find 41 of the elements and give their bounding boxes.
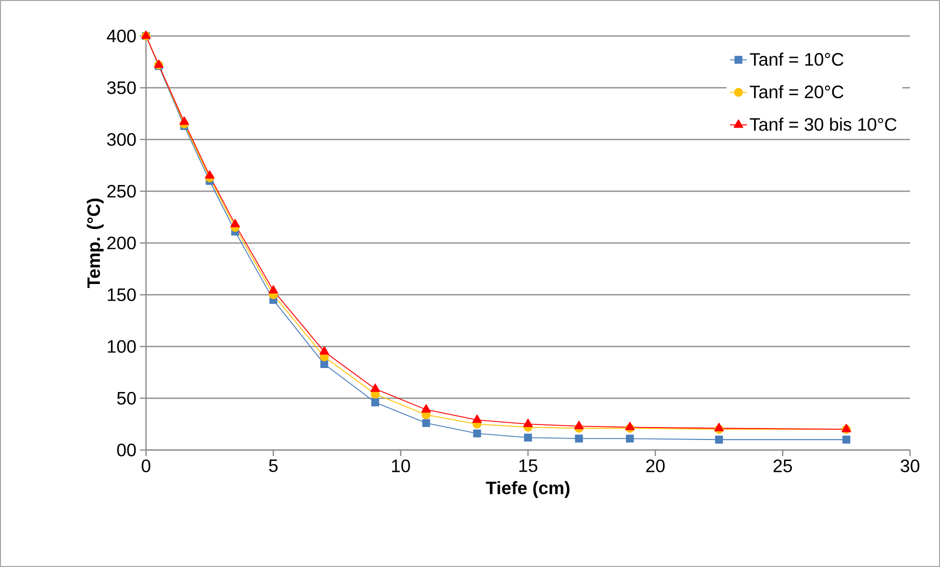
point <box>523 418 533 428</box>
legend-label: Tanf = 10°C <box>750 52 844 66</box>
y-tick-label: 300 <box>107 133 136 146</box>
point <box>204 170 214 179</box>
x-tick-label: 30 <box>900 460 920 472</box>
y-tick-label: 100 <box>108 340 136 353</box>
point <box>268 285 278 294</box>
point <box>842 436 850 444</box>
point <box>472 414 482 423</box>
y-tick-label: 200 <box>107 236 136 250</box>
point <box>574 434 583 443</box>
y-tick-label: 00 <box>117 444 136 456</box>
point <box>370 383 380 392</box>
y-tick-label: 350 <box>107 81 136 94</box>
point <box>473 429 482 438</box>
y-tick-label: 400 <box>106 30 136 42</box>
point <box>625 422 635 430</box>
point <box>179 116 189 125</box>
point <box>715 436 723 444</box>
legend-label: Tanf = 20°C <box>750 85 844 98</box>
point <box>320 346 330 355</box>
x-tick-label: 10 <box>392 460 410 472</box>
x-tick-label: 20 <box>646 460 665 472</box>
x-tick-label: 15 <box>519 460 538 472</box>
point <box>421 404 431 413</box>
y-axis-title: Temp. (°C) <box>86 198 104 288</box>
y-tick-label: 150 <box>108 288 136 302</box>
y-tick-label: 50 <box>117 392 136 405</box>
point <box>371 398 380 406</box>
x-axis-title: Tiefe (cm) <box>486 481 570 498</box>
point <box>422 419 430 428</box>
y-tick-label: 250 <box>107 184 136 198</box>
legend-label: Tanf = 30 bis 10°C <box>750 118 896 131</box>
x-tick-label: 0 <box>142 460 150 472</box>
point <box>230 218 240 228</box>
point <box>574 420 584 430</box>
point <box>714 422 724 432</box>
point <box>626 434 634 443</box>
point <box>524 434 532 442</box>
x-tick-label: 5 <box>269 460 278 472</box>
x-tick-label: 25 <box>774 460 792 472</box>
